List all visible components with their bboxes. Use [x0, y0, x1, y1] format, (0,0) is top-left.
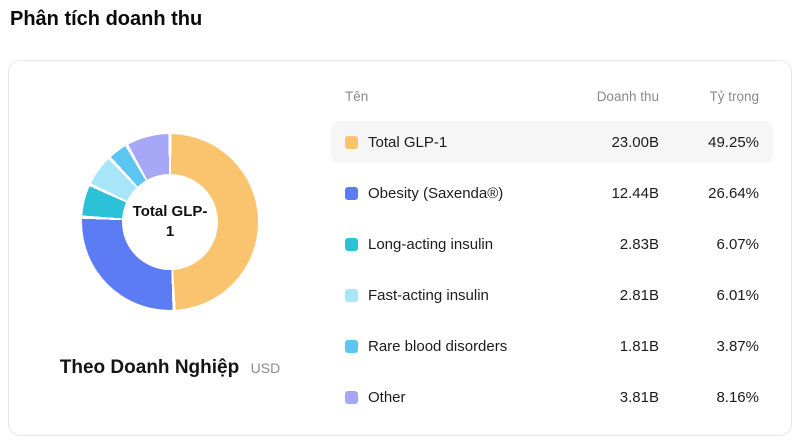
table-header-row: Tên Doanh thu Tỷ trọng: [331, 87, 773, 105]
series-value: 12.44B: [611, 184, 659, 202]
table-row[interactable]: Long-acting insulin 2.83B 6.07%: [331, 223, 773, 265]
chart-title: Theo Doanh Nghiệp: [59, 357, 240, 378]
series-color-swatch: [345, 390, 358, 404]
column-header-share: Tỷ trọng: [709, 88, 759, 104]
series-value: 2.83B: [619, 235, 659, 253]
series-name: Long-acting insulin: [368, 235, 494, 253]
series-color-swatch: [345, 186, 358, 200]
revenue-card: Total GLP-1 Theo Doanh Nghiệp USD Tên Do…: [8, 60, 792, 436]
series-percent: 6.07%: [716, 235, 759, 253]
series-percent: 6.01%: [716, 286, 759, 304]
chart-caption: Theo Doanh Nghiệp USD: [9, 357, 331, 379]
donut-chart[interactable]: Total GLP-1: [82, 134, 258, 310]
series-value: 3.81B: [619, 388, 659, 406]
series-color-swatch: [345, 288, 358, 302]
series-percent: 8.16%: [716, 388, 759, 406]
series-percent: 3.87%: [716, 337, 759, 355]
series-color-swatch: [345, 237, 358, 251]
series-name: Other: [368, 388, 406, 406]
table-row[interactable]: Obesity (Saxenda®) 12.44B 26.64%: [331, 172, 773, 214]
series-percent: 26.64%: [708, 184, 759, 202]
series-name: Rare blood disorders: [368, 337, 508, 355]
series-color-swatch: [345, 339, 358, 353]
series-name: Fast-acting insulin: [368, 286, 489, 304]
legend-table: Tên Doanh thu Tỷ trọng Total GLP-1 23.00…: [331, 61, 791, 435]
series-name: Obesity (Saxenda®): [368, 184, 504, 202]
series-name: Total GLP-1: [368, 133, 448, 151]
series-value: 23.00B: [611, 133, 659, 151]
column-header-revenue: Doanh thu: [596, 88, 659, 104]
page-title: Phân tích doanh thu: [10, 8, 203, 30]
table-row[interactable]: Fast-acting insulin 2.81B 6.01%: [331, 274, 773, 316]
series-percent: 49.25%: [708, 133, 759, 151]
chart-column: Total GLP-1 Theo Doanh Nghiệp USD: [9, 61, 331, 435]
column-header-name: Tên: [345, 88, 369, 104]
series-color-swatch: [345, 135, 358, 149]
table-row[interactable]: Other 3.81B 8.16%: [331, 376, 773, 418]
table-row[interactable]: Rare blood disorders 1.81B 3.87%: [331, 325, 773, 367]
chart-unit-label: USD: [250, 360, 281, 376]
series-value: 1.81B: [619, 337, 659, 355]
donut-hole: Total GLP-1: [122, 174, 218, 270]
table-row[interactable]: Total GLP-1 23.00B 49.25%: [331, 121, 773, 163]
series-value: 2.81B: [619, 286, 659, 304]
donut-center-label: Total GLP-1: [132, 202, 208, 240]
